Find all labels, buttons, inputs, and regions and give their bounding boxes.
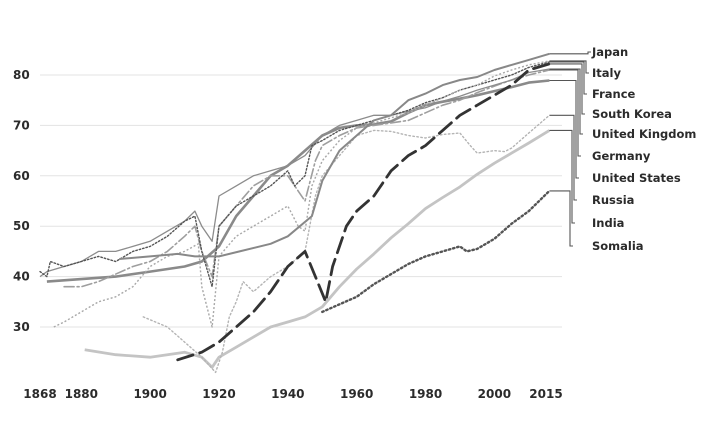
legend-connector <box>549 114 577 201</box>
legend-label-united-states: United States <box>592 171 681 185</box>
legend-label-germany: Germany <box>592 149 651 163</box>
y-tick-label: 60 <box>13 169 30 183</box>
series-line-germany <box>63 69 551 288</box>
legend-connector <box>549 61 587 95</box>
legend-connector <box>549 68 583 135</box>
x-tick-label: 1880 <box>65 387 98 401</box>
x-tick-label: 2015 <box>529 387 562 401</box>
series-lines <box>39 52 551 374</box>
x-tick-label: 2000 <box>478 387 511 401</box>
legend-label-india: India <box>592 216 624 230</box>
legend: Japan Italy France South Korea United Kingdo… <box>549 45 696 253</box>
y-tick-label: 30 <box>13 320 30 334</box>
legend-label-japan: Japan <box>591 45 628 59</box>
legend-connector <box>549 60 589 74</box>
x-tick-label: 1868 <box>23 387 56 401</box>
legend-connector <box>549 63 585 115</box>
x-tick-label: 1980 <box>409 387 442 401</box>
legend-connector <box>549 51 591 55</box>
y-tick-label: 70 <box>13 118 30 132</box>
legend-connector <box>549 79 579 179</box>
legend-label-france: France <box>592 87 636 101</box>
series-line-somalia <box>321 189 551 314</box>
series-line-japan <box>119 52 550 260</box>
x-axis-ticks: 1868 1880 1900 1920 1940 1960 1980 2000 2015 <box>23 387 562 401</box>
y-tick-label: 40 <box>13 270 30 284</box>
legend-label-united-kingdom: United Kingdom <box>592 127 696 141</box>
legend-label-russia: Russia <box>592 193 634 207</box>
legend-connector <box>549 129 575 224</box>
x-tick-label: 1900 <box>133 387 166 401</box>
series-line-south-korea <box>176 62 551 362</box>
legend-label-somalia: Somalia <box>592 239 644 253</box>
y-tick-label: 50 <box>13 219 30 233</box>
series-line-united-states <box>46 79 550 283</box>
legend-label-south-korea: South Korea <box>592 107 672 121</box>
y-axis-ticks: 30 40 50 60 70 80 <box>13 68 30 334</box>
x-tick-label: 1920 <box>202 387 235 401</box>
x-tick-label: 1940 <box>271 387 304 401</box>
grid-lines <box>40 74 562 328</box>
x-tick-label: 1960 <box>340 387 373 401</box>
series-line-united-kingdom <box>39 68 550 278</box>
legend-connector <box>549 190 573 247</box>
series-line-italy <box>53 60 550 328</box>
legend-connector <box>549 69 581 157</box>
series-line-india <box>84 129 551 369</box>
legend-label-italy: Italy <box>592 66 621 80</box>
series-line-russia <box>142 114 551 374</box>
y-tick-label: 80 <box>13 68 30 82</box>
